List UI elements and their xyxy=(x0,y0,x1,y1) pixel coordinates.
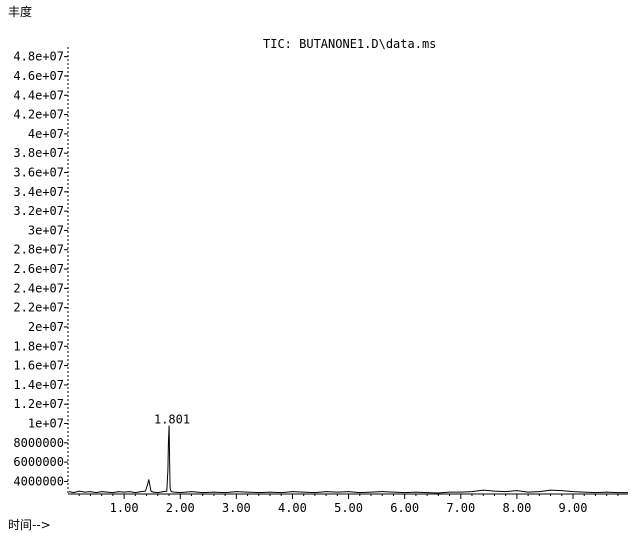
x-tick-label: 1.00 xyxy=(110,501,139,515)
y-tick-label: 4e+07 xyxy=(28,127,64,141)
y-tick-label: 3e+07 xyxy=(28,223,64,237)
y-tick-label: 4.4e+07 xyxy=(13,88,64,102)
y-tick-label: 2.8e+07 xyxy=(13,243,64,257)
y-tick-label: 4.2e+07 xyxy=(13,108,64,122)
x-tick-label: 3.00 xyxy=(222,501,251,515)
y-axis-label: 丰度 xyxy=(8,5,33,19)
x-tick-label: 5.00 xyxy=(334,501,363,515)
tic-series-line xyxy=(68,425,628,494)
y-tick-label: 1e+07 xyxy=(28,417,64,431)
x-tick-label: 4.00 xyxy=(278,501,307,515)
y-tick-label: 4.8e+07 xyxy=(13,50,64,64)
y-tick-label: 2e+07 xyxy=(28,320,64,334)
x-tick-label: 9.00 xyxy=(559,501,588,515)
x-tick-label: 8.00 xyxy=(502,501,531,515)
y-tick-label: 3.4e+07 xyxy=(13,185,64,199)
x-axis-label: 时间--> xyxy=(8,518,51,532)
peak-label: 1.801 xyxy=(154,412,190,426)
x-tick-label: 7.00 xyxy=(446,501,475,515)
y-tick-label: 2.2e+07 xyxy=(13,301,64,315)
y-tick-label: 1.6e+07 xyxy=(13,359,64,373)
y-tick-label: 6000000 xyxy=(13,455,64,469)
x-tick-label: 2.00 xyxy=(166,501,195,515)
y-tick-label: 1.2e+07 xyxy=(13,397,64,411)
chart-title: TIC: BUTANONE1.D\data.ms xyxy=(263,37,437,51)
y-tick-label: 8000000 xyxy=(13,436,64,450)
x-tick-label: 6.00 xyxy=(390,501,419,515)
y-tick-label: 3.6e+07 xyxy=(13,166,64,180)
y-tick-label: 4.6e+07 xyxy=(13,69,64,83)
y-tick-label: 1.8e+07 xyxy=(13,339,64,353)
y-tick-label: 2.6e+07 xyxy=(13,262,64,276)
y-tick-label: 1.4e+07 xyxy=(13,378,64,392)
y-tick-label: 3.2e+07 xyxy=(13,204,64,218)
y-tick-label: 4000000 xyxy=(13,474,64,488)
y-tick-label: 2.4e+07 xyxy=(13,281,64,295)
y-tick-label: 3.8e+07 xyxy=(13,146,64,160)
